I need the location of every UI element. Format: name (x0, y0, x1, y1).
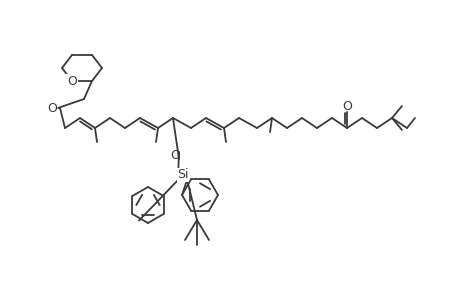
Text: O: O (67, 74, 77, 88)
Text: O: O (170, 148, 179, 161)
Text: O: O (47, 101, 57, 115)
Text: Si: Si (177, 169, 188, 182)
Text: O: O (341, 100, 351, 112)
